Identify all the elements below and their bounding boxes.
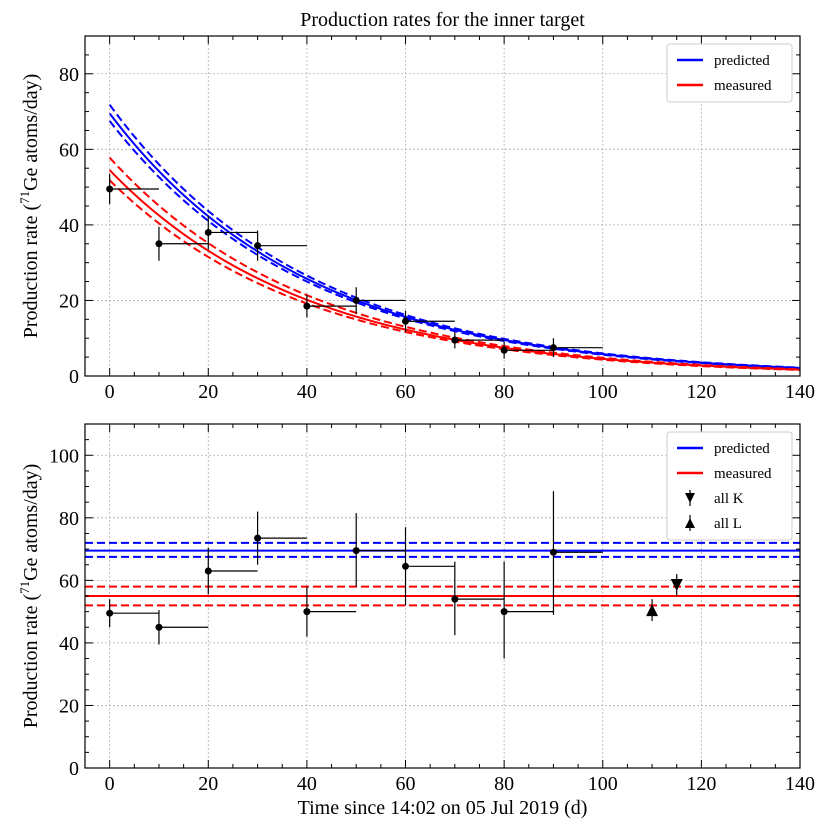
top-panel-ylabel-main: Production rate (	[20, 204, 42, 339]
top-panel-series-group	[106, 104, 800, 371]
series-predicted-upper-curve	[108, 104, 800, 369]
data-point	[303, 302, 311, 310]
bottom-panel-xtick-label: 0	[105, 773, 115, 795]
data-point	[204, 228, 212, 236]
top-panel-xtick-label: 120	[686, 381, 716, 403]
bottom-panel-xtick-label: 80	[494, 773, 514, 795]
bottom-panel-xtick-label: 100	[588, 773, 618, 795]
legend-predicted-label: predicted	[714, 441, 770, 457]
top-panel-legend-box	[666, 43, 793, 103]
top-panel-ytick-label: 0	[69, 366, 79, 388]
bottom-panel-ytick-label: 20	[59, 695, 79, 717]
bottom-panel-ylabel-tail: Ge atoms/day)	[20, 464, 42, 581]
bottom-panel-xtick-label: 120	[686, 773, 716, 795]
top-panel-xtick-label: 40	[297, 381, 317, 403]
legend-all-L-marker	[685, 518, 695, 528]
top-panel-ytick-label: 40	[59, 215, 79, 237]
data-point	[549, 548, 557, 556]
series-predicted-center-curve	[108, 112, 800, 369]
bottom-panel-ytick-label: 100	[49, 445, 79, 467]
bottom-panel-ylabel-sup: 71	[17, 581, 32, 594]
data-point	[352, 547, 360, 555]
bottom-panel-xtick-label: 40	[297, 773, 317, 795]
bottom-panel-ytick-label: 60	[59, 570, 79, 592]
data-point	[155, 240, 163, 248]
legend-predicted-label: predicted	[714, 53, 770, 69]
top-panel-ytick-label: 20	[59, 290, 79, 312]
legend-all-K-marker	[685, 493, 695, 503]
bottom-panel-xtick-label: 60	[396, 773, 416, 795]
bottom-panel-ytick-label: 0	[69, 758, 79, 780]
data-point	[106, 185, 114, 193]
top-panel-ylabel-sup: 71	[17, 191, 32, 204]
data-point	[155, 623, 163, 631]
data-point	[352, 296, 360, 304]
top-panel-ylabel-tail: Ge atoms/day)	[20, 74, 42, 191]
legend-all-L-label: all L	[714, 516, 742, 532]
series-predicted-lower-curve	[108, 120, 800, 370]
legend-measured-label: measured	[714, 466, 772, 482]
top-panel-ytick-label: 60	[59, 139, 79, 161]
top-panel-ytick-label: 80	[59, 64, 79, 86]
bottom-panel-ylabel-main: Production rate (	[20, 594, 42, 729]
top-panel-xtick-label: 60	[396, 381, 416, 403]
data-point	[402, 562, 410, 570]
top-panel-ylabel: Production rate (71Ge atoms/day)	[17, 74, 42, 339]
bottom-panel-xtick-label: 140	[785, 773, 815, 795]
bottom-panel-xtick-label: 20	[198, 773, 218, 795]
top-panel-xtick-label: 100	[588, 381, 618, 403]
marker-all-K	[670, 579, 683, 592]
bottom-panel-ytick-label: 40	[59, 633, 79, 655]
bottom-panel-ylabel: Production rate (71Ge atoms/day)	[17, 464, 42, 729]
data-point	[451, 595, 459, 603]
data-point	[106, 609, 114, 617]
legend-all-K-label: all K	[714, 491, 744, 507]
top-panel-xtick-label: 20	[198, 381, 218, 403]
data-point	[254, 242, 262, 250]
top-panel-xtick-label: 140	[785, 381, 815, 403]
data-point	[402, 317, 410, 325]
chart-title: Production rates for the inner target	[300, 9, 585, 31]
data-point	[204, 567, 212, 575]
top-panel-xtick-label: 80	[494, 381, 514, 403]
data-point	[254, 534, 262, 542]
top-panel-xtick-label: 0	[105, 381, 115, 403]
data-point	[500, 346, 508, 354]
bottom-panel-series-group	[85, 491, 800, 659]
bottom-panel-ytick-label: 80	[59, 508, 79, 530]
data-point	[303, 608, 311, 616]
x-axis-label: Time since 14:02 on 05 Jul 2019 (d)	[298, 797, 588, 819]
data-point	[549, 344, 557, 352]
data-point	[500, 608, 508, 616]
data-point	[451, 336, 459, 344]
bottom-panel-legend-box	[666, 431, 793, 541]
legend-measured-label: measured	[714, 78, 772, 94]
marker-all-L	[646, 604, 659, 617]
